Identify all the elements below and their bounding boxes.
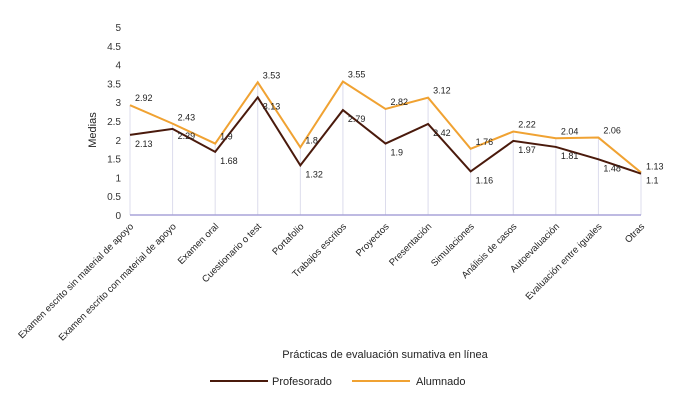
- legend-label-alumnado: Alumnado: [416, 376, 466, 388]
- data-label-profesorado: 1.16: [476, 175, 494, 185]
- y-tick-label: 4: [115, 61, 121, 72]
- data-label-alumnado: 3.55: [348, 70, 366, 80]
- data-label-profesorado: 2.13: [135, 139, 153, 149]
- data-label-profesorado: 2.79: [348, 114, 366, 124]
- y-tick-label: 1.5: [107, 155, 121, 166]
- y-tick-label: 1: [115, 173, 121, 184]
- data-label-alumnado: 1.8: [305, 135, 318, 145]
- data-label-alumnado: 2.43: [178, 113, 196, 123]
- data-label-alumnado: 2.22: [518, 120, 536, 130]
- x-tick-label: Portafolio: [270, 221, 306, 257]
- data-label-profesorado: 1.97: [518, 145, 536, 155]
- data-label-alumnado: 2.06: [603, 126, 621, 136]
- y-tick-label: 4.5: [107, 42, 121, 53]
- series-line-profesorado: [129, 95, 642, 175]
- data-label-profesorado: 1.32: [305, 169, 323, 179]
- data-label-alumnado: 1.9: [220, 132, 233, 142]
- y-tick-label: 0: [115, 211, 121, 222]
- data-label-profesorado: 1.68: [220, 156, 238, 166]
- data-label-profesorado: 1.1: [646, 176, 659, 186]
- data-labels: 2.13 2.29 1.68 3.13 1.32 2.79 1.9 2.42 1.16 1.97 1…: [135, 70, 664, 186]
- x-tick-label: Evaluación entre iguales: [524, 221, 605, 302]
- data-label-profesorado: 3.13: [263, 101, 281, 111]
- y-axis-title: Medias: [87, 112, 99, 148]
- x-tick-label: Presentación: [387, 221, 434, 268]
- data-label-alumnado: 3.12: [433, 86, 451, 96]
- y-tick-label: 3.5: [107, 79, 121, 90]
- data-label-alumnado: 1.13: [646, 162, 664, 172]
- data-label-profesorado: 2.29: [178, 131, 196, 141]
- data-label-profesorado: 1.81: [561, 151, 579, 161]
- y-tick-label: 2.5: [107, 117, 121, 128]
- y-tick-label: 5: [115, 23, 121, 34]
- x-axis-title: Prácticas de evaluación sumativa en líne…: [282, 349, 488, 361]
- x-tick-label: Examen oral: [176, 221, 221, 266]
- data-label-profesorado: 1.48: [603, 163, 621, 173]
- series-lines: [129, 80, 642, 175]
- y-tick-label: 2: [115, 136, 121, 147]
- x-tick-label: Proyectos: [354, 221, 392, 259]
- data-label-alumnado: 2.04: [561, 126, 579, 136]
- data-label-alumnado: 1.76: [476, 137, 494, 147]
- y-tick-label: 0.5: [107, 192, 121, 203]
- data-label-alumnado: 2.82: [391, 97, 409, 107]
- data-label-alumnado: 3.53: [263, 70, 281, 80]
- gridlines: [129, 81, 642, 215]
- data-label-profesorado: 1.9: [391, 148, 404, 158]
- series-line-alumnado: [129, 80, 642, 174]
- legend: Profesorado Alumnado: [210, 376, 466, 388]
- x-axis-tick-labels: Examen escrito sin material de apoyoExam…: [16, 221, 647, 343]
- legend-label-profesorado: Profesorado: [272, 376, 332, 388]
- x-tick-label: Otras: [623, 221, 647, 245]
- data-label-alumnado: 2.92: [135, 93, 153, 103]
- y-axis-ticks: 0 0.5 1 1.5 2 2.5 3 3.5 4 4.5 5: [107, 23, 121, 222]
- data-label-profesorado: 2.42: [433, 128, 451, 138]
- y-tick-label: 3: [115, 98, 121, 109]
